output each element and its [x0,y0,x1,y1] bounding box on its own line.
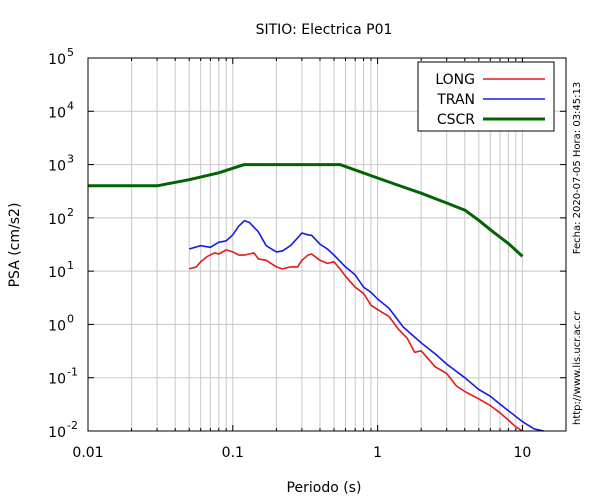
series-line-tran [188,220,544,432]
timestamp-label: Fecha: 2020-07-05 Hora: 03:45:13 [572,82,583,255]
y-axis-label: PSA (cm/s2) [7,203,23,288]
y-tick-label: 10 [48,105,66,121]
y-tick-label: 10 [48,265,66,281]
y-tick-exponent: -1 [67,366,78,379]
chart-title: SITIO: Electrica P01 [256,22,393,38]
source-url-label: http://www.lis.ucr.ac.cr [572,310,583,425]
y-tick-exponent: 0 [67,312,74,325]
y-tick-label: 10 [48,159,66,175]
plot-frame [87,57,567,432]
y-tick-label: 10 [48,425,66,441]
x-tick-label: 1 [373,445,382,461]
series-lines [88,163,544,432]
x-tick-label: 10 [513,445,531,461]
x-tick-label: 0.1 [222,445,244,461]
y-tick-exponent: 3 [67,153,74,166]
legend-label-tran: TRAN [436,92,475,108]
x-axis-label: Periodo (s) [287,480,362,496]
y-tick-exponent: 2 [67,206,74,219]
legend-label-long: LONG [435,72,475,88]
x-tick-label: 0.01 [72,445,103,461]
y-tick-label: 10 [48,372,66,388]
y-tick-label: 10 [48,212,66,228]
legend: LONG TRAN CSCR [417,61,555,132]
y-tick-exponent: -2 [67,419,78,432]
y-tick-exponent: 1 [67,259,74,272]
y-tick-exponent: 5 [67,46,74,59]
y-tick-label: 10 [48,52,66,68]
legend-label-cscr: CSCR [437,112,475,128]
y-tick-exponent: 4 [67,99,74,112]
series-line-cscr [88,163,524,258]
y-tick-label: 10 [48,318,66,334]
series-line-long [188,249,523,432]
